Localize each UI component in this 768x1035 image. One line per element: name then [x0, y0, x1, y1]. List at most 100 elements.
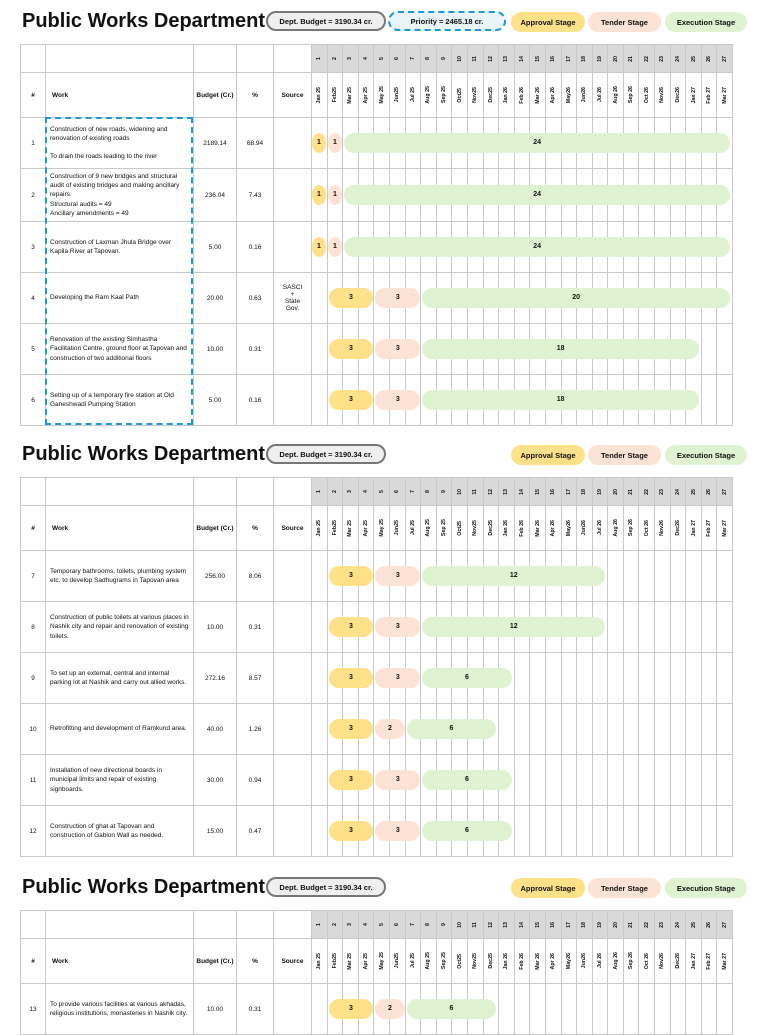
month-number-header: 17: [560, 910, 578, 939]
month-number-label: 19: [596, 488, 603, 495]
header-number: #: [20, 505, 46, 551]
timeline-cell: [576, 805, 593, 857]
month-number-label: 20: [612, 488, 619, 495]
work-description: To set up an external, central and inter…: [45, 652, 194, 704]
month-number-label: 17: [565, 921, 572, 928]
month-number-header: 19: [591, 477, 609, 506]
month-label: May 25: [378, 952, 385, 970]
month-header: Aug 25: [420, 505, 437, 551]
percent-value: 0.63: [236, 272, 274, 324]
month-label: May26: [565, 86, 572, 104]
month-header: Jun26: [576, 938, 593, 984]
work-description: Retrofitting and development of Ramkund …: [45, 703, 194, 755]
header-budget: Budget (Cr.): [193, 505, 237, 551]
month-label: Aug 25: [425, 86, 432, 104]
month-number-label: 27: [721, 488, 728, 495]
timeline-cell: [607, 652, 624, 704]
month-number-header: 13: [498, 477, 515, 506]
month-number-label: 22: [643, 55, 650, 62]
timeline-cell: [669, 703, 687, 755]
approval-stage-legend: Approval Stage: [511, 12, 585, 32]
month-number-header: 27: [716, 44, 734, 73]
month-label: Sep 25: [441, 86, 448, 104]
month-number-label: 17: [565, 488, 572, 495]
month-label: Feb25: [331, 87, 338, 103]
work-description: Construction of 9 new bridges and struct…: [45, 168, 194, 222]
month-header: Apr 26: [544, 938, 562, 984]
approval-stage-bar: 3: [328, 718, 374, 739]
timeline-cell: [700, 601, 718, 653]
timeline-cell: [716, 703, 734, 755]
header-work: Work: [45, 505, 194, 551]
month-number-header: 23: [654, 910, 671, 939]
work-description: Developing the Ram Kaal Path: [45, 272, 194, 324]
month-number-header: 22: [638, 910, 656, 939]
month-number-label: 16: [550, 55, 557, 62]
month-header: Sep 25: [435, 938, 453, 984]
month-header: Dec25: [482, 72, 500, 118]
row-number: 3: [20, 221, 46, 273]
month-header: Feb 26: [513, 938, 531, 984]
month-number-header: 16: [544, 910, 562, 939]
month-header: Apr 25: [357, 72, 375, 118]
timeline-cell: [622, 601, 640, 653]
row-number: 2: [20, 168, 46, 222]
month-number-label: 12: [487, 921, 494, 928]
percent-value: 0.16: [236, 374, 274, 426]
month-label: Mar 25: [347, 952, 354, 970]
source-value: [273, 374, 312, 426]
month-number-header: 21: [622, 477, 640, 506]
header-source: Source: [273, 938, 312, 984]
month-header: Dec26: [669, 72, 687, 118]
month-number-header: 16: [544, 44, 562, 73]
source-value: [273, 754, 312, 806]
month-number-header: 8: [420, 910, 437, 939]
row-number: 13: [20, 983, 46, 1035]
month-header: Jan 25: [311, 938, 328, 984]
month-label: Apr 25: [363, 519, 370, 537]
timeline-cell: [529, 805, 546, 857]
month-number-header: 18: [576, 910, 593, 939]
month-label: Dec25: [487, 520, 494, 536]
month-number-header: 7: [404, 910, 422, 939]
row-number: 9: [20, 652, 46, 704]
month-label: Nov25: [472, 953, 479, 969]
month-number-header: 10: [451, 477, 468, 506]
month-header: Sep 26: [622, 72, 640, 118]
timeline-cell: [716, 374, 734, 426]
header-number: #: [20, 938, 46, 984]
table-row: 3 Construction of Laxman Jhula Bridge ove…: [20, 221, 734, 273]
timeline-cell: [700, 374, 718, 426]
month-label: Sep 26: [628, 86, 635, 104]
timeline-cell: [544, 805, 562, 857]
month-number-label: 14: [519, 55, 526, 62]
execution-stage-bar: 18: [422, 338, 699, 359]
month-label: Apr 25: [363, 952, 370, 970]
month-number-label: 25: [690, 488, 697, 495]
month-label: Nov26: [659, 87, 666, 103]
month-header: Aug 25: [420, 72, 437, 118]
month-label: Dec25: [487, 953, 494, 969]
schedule-table: 1 2 3 4 5 6 7 8 9 10 11 12 13 14 15 16 17 18 19 20 21 22 23 24 2…: [20, 477, 734, 857]
month-number-header: 3: [342, 477, 359, 506]
header-source: Source: [273, 72, 312, 118]
timeline-cell: [716, 805, 734, 857]
table-row: 8 Construction of public toilets at vario…: [20, 601, 734, 653]
month-number-label: 1: [316, 490, 323, 493]
month-label: Apr 26: [550, 952, 557, 970]
month-number-header: 4: [357, 477, 375, 506]
month-number-header: 8: [420, 477, 437, 506]
timeline-cell: [700, 652, 718, 704]
work-description: Renovation of the existing Simhastha Fac…: [45, 323, 194, 375]
budget-value: 272.16: [193, 652, 237, 704]
month-header: Nov26: [654, 505, 671, 551]
month-number-header: 1: [311, 910, 328, 939]
approval-stage-bar: 1: [312, 236, 326, 257]
header-blank-cell: [273, 44, 312, 73]
source-value: [273, 168, 312, 222]
timeline-cell: [607, 703, 624, 755]
month-number-label: 9: [441, 923, 448, 926]
month-label: Oct 26: [643, 952, 650, 970]
timeline-cell: [607, 805, 624, 857]
work-description: Construction of new roads, widening and …: [45, 117, 194, 169]
